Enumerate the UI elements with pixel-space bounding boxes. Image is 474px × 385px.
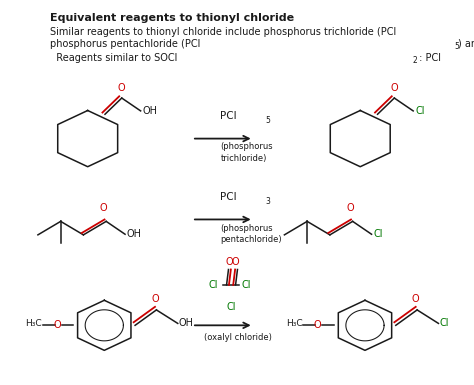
Text: OH: OH (179, 318, 194, 328)
Text: O: O (100, 203, 108, 213)
Text: PCl: PCl (220, 192, 237, 202)
Text: O: O (118, 84, 126, 94)
Text: Reagents similar to SOCl: Reagents similar to SOCl (50, 53, 177, 63)
Text: Equivalent reagents to thionyl chloride: Equivalent reagents to thionyl chloride (50, 13, 294, 23)
Text: Cl: Cl (209, 280, 218, 290)
Text: O: O (53, 320, 61, 330)
Text: Similar reagents to thionyl chloride include phosphorus trichloride (PCl: Similar reagents to thionyl chloride inc… (50, 27, 396, 37)
Text: (phosphorus
trichloride): (phosphorus trichloride) (220, 142, 273, 162)
Text: Cl: Cl (226, 302, 236, 312)
Text: 2: 2 (412, 56, 417, 65)
Text: : PCl: : PCl (416, 53, 441, 63)
Text: PCl: PCl (220, 111, 237, 121)
Text: O: O (412, 294, 419, 304)
Text: O: O (231, 257, 239, 267)
Text: H₃C: H₃C (286, 319, 302, 328)
Text: OH: OH (127, 229, 142, 239)
Text: Cl: Cl (374, 229, 383, 239)
Text: 3: 3 (265, 197, 270, 206)
Text: O: O (314, 320, 321, 330)
Text: 5: 5 (265, 116, 270, 125)
Text: O: O (391, 84, 398, 94)
Text: OH: OH (143, 106, 158, 116)
Text: ) and oxalyl chloride (COCl): ) and oxalyl chloride (COCl) (458, 39, 474, 49)
Text: O: O (346, 203, 354, 213)
Text: (oxalyl chloride): (oxalyl chloride) (204, 333, 272, 342)
Text: O: O (151, 294, 159, 304)
Text: phosphorus pentachloride (PCl: phosphorus pentachloride (PCl (50, 39, 200, 49)
Text: O: O (225, 257, 233, 267)
Text: H₃C: H₃C (25, 319, 42, 328)
Text: (phosphorus
pentachloride): (phosphorus pentachloride) (220, 224, 282, 244)
Text: Cl: Cl (242, 280, 251, 290)
Text: Cl: Cl (439, 318, 449, 328)
Text: Cl: Cl (416, 106, 425, 116)
Text: 5: 5 (454, 42, 459, 51)
